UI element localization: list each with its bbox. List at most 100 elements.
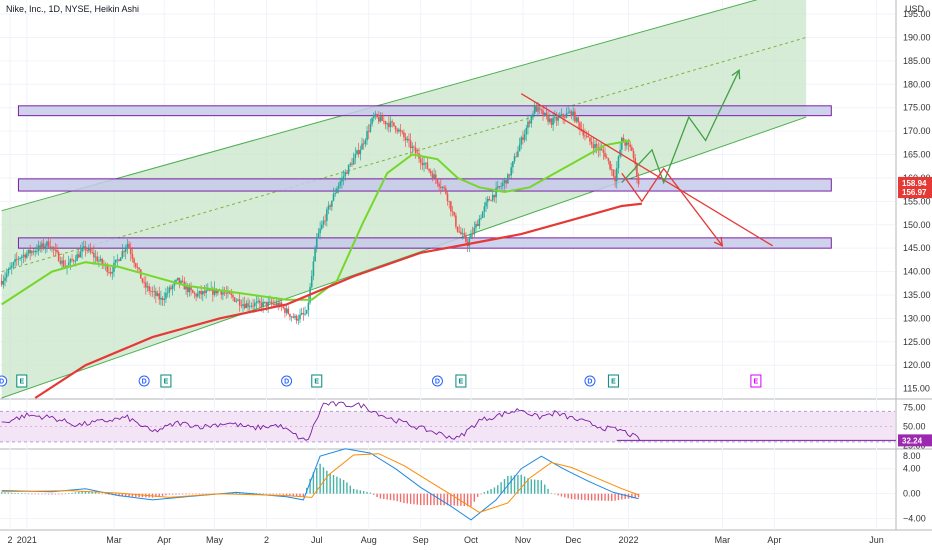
candle-body xyxy=(260,302,263,307)
candle-body xyxy=(626,142,628,146)
candle-body xyxy=(72,260,75,262)
candle-body xyxy=(564,117,566,119)
price-tick-label: 175.00 xyxy=(903,103,931,113)
candle-body xyxy=(155,291,157,296)
candle-body xyxy=(451,211,454,213)
macd-histogram-bar xyxy=(510,475,512,494)
macd-histogram-bar xyxy=(54,493,57,495)
candle-body xyxy=(342,176,345,178)
macd-histogram-bar xyxy=(31,493,33,495)
candle-body xyxy=(610,169,613,171)
candle-body xyxy=(77,254,80,258)
candle-body xyxy=(560,114,563,117)
macd-histogram-bar xyxy=(108,493,110,495)
candle-body xyxy=(136,267,139,268)
candle-body xyxy=(584,135,586,137)
candle-body xyxy=(171,285,174,289)
candle-body xyxy=(565,113,568,118)
candle-body xyxy=(502,183,504,186)
candle-body xyxy=(587,136,590,138)
candle-body xyxy=(235,300,238,302)
macd-histogram-bar xyxy=(289,493,291,496)
earnings-marker-label: E xyxy=(611,379,616,386)
candle-body xyxy=(379,116,382,122)
candle-body xyxy=(540,109,543,111)
price-tick-label: 150.00 xyxy=(903,220,931,230)
dividend-marker-label: D xyxy=(284,379,289,386)
time-tick-label: 2 xyxy=(264,535,269,545)
candle-body xyxy=(31,251,33,254)
candle-body xyxy=(207,289,209,291)
macd-histogram-bar xyxy=(379,493,382,499)
candle-body xyxy=(525,128,528,135)
time-tick-label: Nov xyxy=(515,535,532,545)
candle-body xyxy=(69,259,72,263)
candle-body xyxy=(285,308,288,313)
earnings-marker xyxy=(311,374,323,388)
candle-body xyxy=(577,117,580,123)
dividend-marker xyxy=(281,375,293,387)
candle-body xyxy=(460,231,462,235)
candle-body xyxy=(26,253,28,258)
macd-histogram-bar xyxy=(121,493,124,497)
candle-body xyxy=(295,315,298,321)
candle-body xyxy=(314,247,316,262)
candle-body xyxy=(20,256,23,259)
candle-body xyxy=(269,301,271,303)
candle-body xyxy=(49,246,52,249)
candle-body xyxy=(636,163,638,178)
candle-body xyxy=(393,122,395,126)
candle-body xyxy=(570,111,573,116)
candle-body xyxy=(54,249,57,251)
candle-body xyxy=(605,157,608,159)
candle-body xyxy=(324,220,326,222)
candle-body xyxy=(262,301,264,307)
macd-histogram-bar xyxy=(192,493,194,495)
regression-channel xyxy=(1,0,807,399)
candle-body xyxy=(622,137,625,143)
macd-histogram-bar xyxy=(637,493,640,498)
candle-body xyxy=(220,290,223,295)
macd-histogram-bar xyxy=(574,493,576,500)
time-tick-label: Mar xyxy=(106,535,122,545)
candle-body xyxy=(329,205,331,207)
candle-body xyxy=(512,161,514,168)
candle-body xyxy=(510,167,512,176)
candle-body xyxy=(242,304,244,306)
macd-histogram-bar xyxy=(614,493,616,501)
macd-histogram-bar xyxy=(373,493,375,495)
macd-histogram-bar xyxy=(316,467,318,494)
macd-histogram-bar xyxy=(128,493,130,497)
candle-body xyxy=(32,251,35,253)
macd-histogram-bar xyxy=(349,485,351,494)
candle-body xyxy=(542,110,544,116)
candle-body xyxy=(372,115,375,119)
candle-body xyxy=(320,224,323,229)
candle-body xyxy=(366,131,368,141)
candle-body xyxy=(307,302,310,311)
candle-body xyxy=(317,233,320,238)
candle-body xyxy=(498,186,501,188)
candle-body xyxy=(4,277,6,281)
candle-body xyxy=(319,228,321,234)
candle-body xyxy=(173,282,176,286)
candle-body xyxy=(305,310,308,314)
candle-body xyxy=(22,254,25,257)
candle-body xyxy=(446,193,449,202)
candle-body xyxy=(156,293,159,296)
candle-body xyxy=(574,111,576,122)
macd-histogram-bar xyxy=(520,474,522,494)
candle-body xyxy=(10,265,13,268)
macd-histogram-bar xyxy=(51,493,53,495)
candle-body xyxy=(515,156,518,158)
price-axes: 115.00 120.00 125.00 130.00 135.00 140.00 145.… xyxy=(898,9,932,394)
candle-body xyxy=(555,117,558,121)
macd-histogram-bar xyxy=(580,493,583,500)
candle-body xyxy=(496,186,499,189)
macd-histogram-bar xyxy=(178,493,181,495)
macd-histogram-bar xyxy=(98,493,100,494)
candle-body xyxy=(232,295,234,298)
candle-body xyxy=(394,125,397,130)
rsi-line xyxy=(1,401,641,442)
macd-histogram-bar xyxy=(423,493,425,506)
